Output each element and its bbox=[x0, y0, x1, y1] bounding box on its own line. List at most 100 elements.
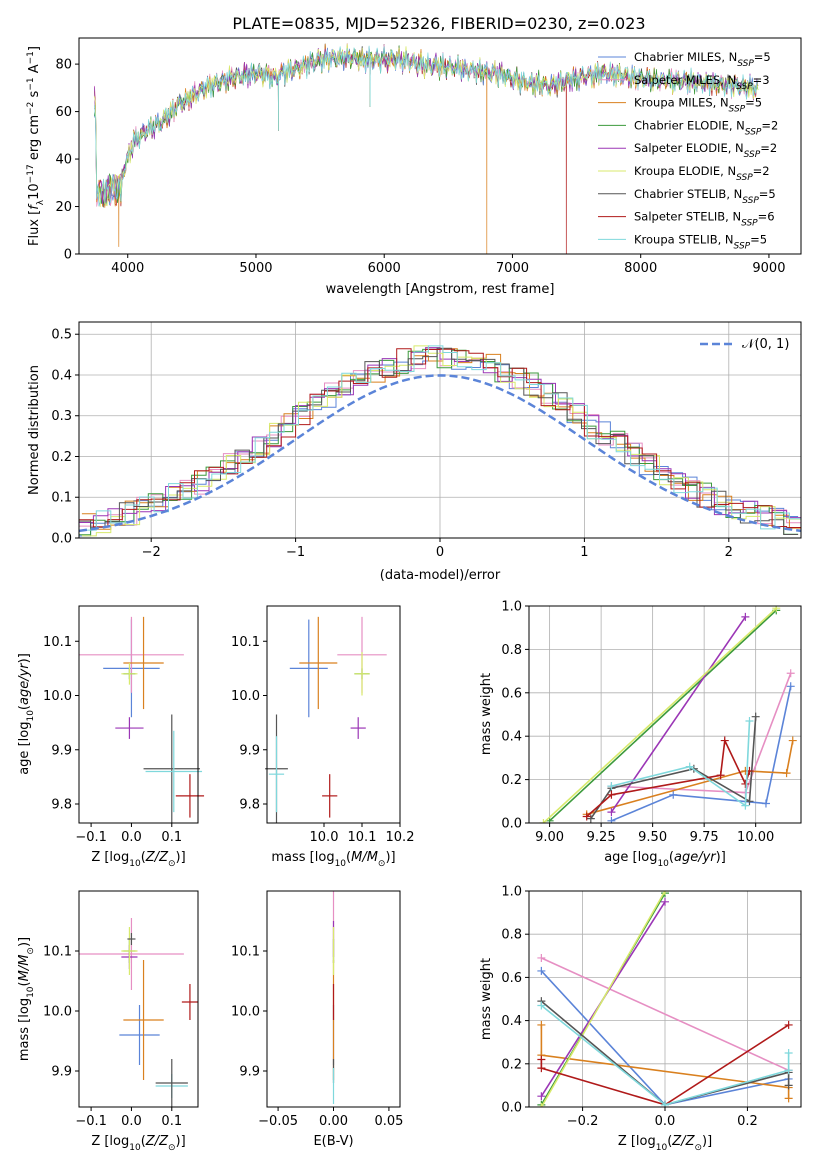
y-tick-label: 10.1 bbox=[43, 945, 72, 960]
y-tick-label: 10.1 bbox=[43, 635, 72, 650]
normal-curve bbox=[79, 374, 801, 533]
x-tick-label: 9.00 bbox=[535, 830, 564, 845]
x-axis-label: E(B-V) bbox=[313, 1134, 353, 1149]
spectrum-series bbox=[94, 45, 759, 207]
y-axis-label: mass weight bbox=[479, 673, 494, 755]
weight-marker bbox=[607, 816, 616, 823]
axes-frame bbox=[266, 890, 401, 1108]
histogram-chabrier-miles bbox=[79, 348, 799, 537]
y-tick-label: 9.8 bbox=[239, 798, 260, 813]
errorbar-kroupa-stelib bbox=[145, 730, 203, 813]
x-axis-label: Z [log10(Z/Z⊙)] bbox=[91, 1134, 185, 1153]
weight-marker bbox=[607, 782, 616, 791]
errorbar-chabrier-stelib bbox=[155, 1059, 188, 1107]
y-tick-label: 0 bbox=[64, 248, 72, 263]
y-tick-label: 0.2 bbox=[51, 450, 72, 465]
x-tick-label: 10.0 bbox=[310, 830, 339, 845]
x-tick-label: 0.05 bbox=[374, 1114, 403, 1129]
errorbar-salpeter-elodie bbox=[350, 717, 366, 739]
legend-entry: Chabrier MILES, NSSP=5 bbox=[634, 50, 771, 69]
x-axis-label: (data-model)/error bbox=[380, 568, 501, 583]
errorbar-chabrier-miles bbox=[119, 1005, 160, 1065]
x-tick-label: −2 bbox=[142, 545, 161, 560]
x-tick-label: −0.1 bbox=[75, 1114, 107, 1129]
y-tick-label: 60 bbox=[55, 105, 72, 120]
histogram-salpeter-stelib bbox=[79, 348, 801, 528]
weight-line-kroupa-stelib bbox=[611, 720, 751, 808]
panel-mass-vs-ebv: −0.05 0.00 0.05 9.9 10.0 10.1 E(B-V) bbox=[231, 890, 403, 1149]
axes-frame bbox=[266, 605, 401, 824]
weight-marker bbox=[537, 1055, 546, 1064]
histogram-kroupa-elodie bbox=[81, 345, 801, 537]
histogram-legend: 𝒩(0, 1) bbox=[700, 337, 789, 352]
axes-frame bbox=[528, 890, 802, 1108]
legend-entry: Kroupa MILES, NSSP=5 bbox=[634, 96, 762, 115]
spectrum-panel: 4000 5000 6000 7000 8000 9000 0 20 40 60 80 Chabrie… bbox=[26, 43, 785, 297]
legend-entry: Chabrier ELODIE, NSSP=2 bbox=[634, 118, 778, 137]
weight-line-kroupa-miles bbox=[586, 740, 794, 816]
y-tick-label: 9.9 bbox=[51, 1065, 72, 1080]
y-tick-label: 10.1 bbox=[231, 945, 260, 960]
weight-lines bbox=[539, 606, 797, 823]
errorbar-salpeter-miles bbox=[79, 918, 184, 990]
x-tick-label: 10.2 bbox=[386, 830, 415, 845]
y-tick-label: 0.8 bbox=[501, 643, 522, 658]
weight-marker bbox=[784, 1066, 793, 1075]
weight-marker bbox=[782, 769, 791, 778]
weight-marker bbox=[661, 1100, 669, 1107]
weight-marker bbox=[607, 808, 616, 817]
weight-marker bbox=[720, 736, 729, 745]
weight-line-kroupa-elodie bbox=[542, 607, 777, 823]
y-tick-label: 10.0 bbox=[231, 689, 260, 704]
x-tick-label: 0.1 bbox=[161, 830, 182, 845]
errorbar-kroupa-elodie bbox=[121, 662, 138, 685]
x-tick-label: 0.1 bbox=[161, 1114, 182, 1129]
weight-lines bbox=[537, 891, 793, 1107]
spectrum-line-kroupa-stelib bbox=[94, 45, 759, 207]
weight-marker bbox=[786, 682, 795, 691]
legend-entry: Chabrier STELIB, NSSP=5 bbox=[634, 187, 776, 206]
x-tick-label: 0.0 bbox=[121, 830, 142, 845]
y-axis-label: age [log10(age/yr)] bbox=[17, 653, 36, 775]
weight-line-chabrier-stelib bbox=[590, 716, 757, 820]
weight-marker bbox=[661, 897, 669, 906]
y-tick-label: 0.2 bbox=[501, 773, 522, 788]
weight-line-chabrier-stelib bbox=[540, 1000, 790, 1106]
errorbar-kroupa-elodie bbox=[354, 652, 370, 696]
y-tick-label: 0.3 bbox=[51, 409, 72, 424]
y-tick-label: 1.0 bbox=[501, 885, 522, 900]
x-tick-label: 7000 bbox=[496, 261, 529, 276]
y-tick-label: 0.5 bbox=[51, 328, 72, 343]
weight-marker bbox=[537, 1001, 546, 1010]
weight-line-kroupa-elodie bbox=[540, 891, 666, 1107]
weight-marker bbox=[788, 736, 797, 745]
x-tick-label: 0.0 bbox=[121, 1114, 142, 1129]
weight-marker bbox=[539, 819, 548, 823]
y-tick-label: 1.0 bbox=[501, 600, 522, 615]
panel-weight-vs-age: 9.00 9.25 9.50 9.75 10.00 0.0 0.2 0.4 0.6 0.8 1.0 a… bbox=[479, 600, 802, 869]
weight-marker bbox=[784, 1081, 793, 1090]
y-tick-label: 0.8 bbox=[501, 928, 522, 943]
y-tick-label: 9.9 bbox=[239, 743, 260, 758]
weight-line-salpeter-elodie bbox=[610, 616, 747, 813]
weight-marker bbox=[761, 799, 770, 808]
x-tick-label: 9000 bbox=[752, 261, 785, 276]
y-axis-label: Flux [fλ10−17 erg cm−2 s−1 A−1] bbox=[26, 46, 46, 246]
y-tick-label: 0.0 bbox=[501, 1101, 522, 1116]
weight-line-chabrier-miles bbox=[611, 686, 792, 822]
y-tick-label: 0.1 bbox=[51, 491, 72, 506]
legend-entry: Salpeter STELIB, NSSP=6 bbox=[634, 210, 775, 229]
axes-frame bbox=[78, 321, 802, 539]
x-tick-label: 2 bbox=[725, 545, 733, 560]
y-tick-label: 80 bbox=[55, 58, 72, 73]
weight-marker bbox=[537, 966, 546, 975]
weight-marker bbox=[741, 612, 750, 621]
histogram-chabrier-stelib bbox=[79, 347, 799, 535]
y-axis-label: Normed distribution bbox=[27, 365, 42, 495]
weight-marker bbox=[741, 779, 750, 788]
weight-marker bbox=[582, 812, 591, 821]
weight-marker bbox=[586, 814, 595, 823]
weight-line-salpeter-stelib bbox=[540, 1024, 790, 1106]
x-tick-label: 5000 bbox=[239, 261, 272, 276]
panel-weight-vs-Z: −0.2 0.0 0.2 0.0 0.2 0.4 0.6 0.8 1.0 Z [log10(Z/Z… bbox=[479, 885, 802, 1153]
